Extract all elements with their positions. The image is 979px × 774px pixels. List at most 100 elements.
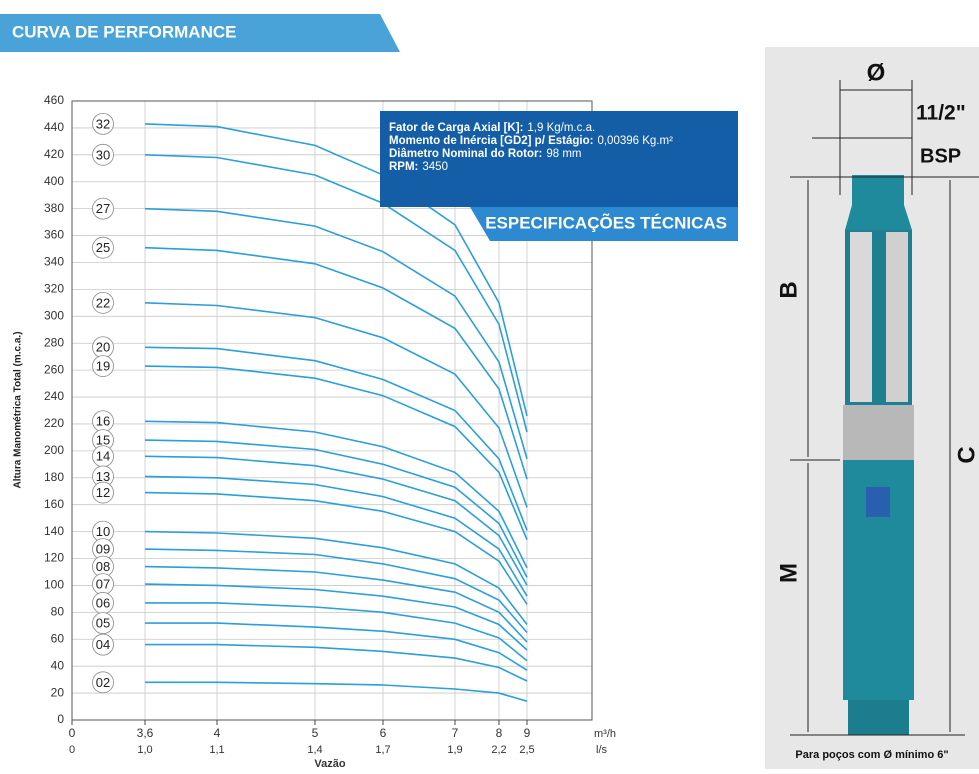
stage-curve xyxy=(145,456,527,585)
y-tick-label: 380 xyxy=(44,201,64,215)
spec-label: Diâmetro Nominal do Rotor: xyxy=(389,148,542,160)
y-tick-label: 0 xyxy=(57,712,64,726)
stage-curve xyxy=(145,645,527,681)
x-tick-label: 8 xyxy=(496,726,503,740)
y-tick-label: 100 xyxy=(44,578,64,592)
stage-curve xyxy=(145,584,527,650)
y-tick-label: 260 xyxy=(44,362,64,376)
dim-thread-type: BSP xyxy=(920,145,961,167)
x-axis-label: Vazão xyxy=(314,758,345,769)
stage-label: 06 xyxy=(96,595,110,610)
pump-base xyxy=(848,700,909,735)
stage-label: 08 xyxy=(96,559,110,574)
stage-label: 27 xyxy=(96,201,110,216)
pump-logo xyxy=(866,487,890,517)
y-tick-label: 460 xyxy=(44,93,64,107)
page: {"header": {"title": "CURVA DE PERFORMAN… xyxy=(0,0,979,769)
x-tick-label: 3,6 xyxy=(137,726,154,740)
stage-label: 25 xyxy=(96,240,110,255)
stage-curve xyxy=(145,347,527,530)
stage-label: 13 xyxy=(96,469,110,484)
diagram-note: Para poços com Ø mínimo 6" xyxy=(795,749,948,761)
spec-value: 98 mm xyxy=(546,148,581,160)
x-tick-label: 4 xyxy=(214,726,221,740)
stage-curve xyxy=(145,248,527,479)
stage-label: 19 xyxy=(96,359,110,374)
spec-value: 3450 xyxy=(422,161,448,173)
stage-curve xyxy=(145,421,527,568)
stage-label: 16 xyxy=(96,414,110,429)
spec-label: RPM: xyxy=(389,161,418,173)
y-tick-label: 20 xyxy=(51,685,65,699)
x2-tick-label: 1,4 xyxy=(307,744,322,756)
stage-label: 15 xyxy=(96,433,110,448)
dim-m: M xyxy=(775,563,802,583)
x-tick-label: 9 xyxy=(524,726,531,740)
x-tick-label: 7 xyxy=(452,726,459,740)
y-tick-label: 280 xyxy=(44,335,64,349)
x-unit: m³/h xyxy=(594,728,616,740)
pump-screen xyxy=(843,405,914,460)
page-canvas: CURVA DE PERFORMANCE 0204060801001201401… xyxy=(0,0,979,769)
stage-curve xyxy=(145,623,527,670)
stage-label: 12 xyxy=(96,485,110,500)
y-tick-label: 160 xyxy=(44,497,64,511)
pump xyxy=(843,175,914,735)
x2-tick-label: 1,9 xyxy=(447,744,462,756)
pump-neck xyxy=(845,205,912,230)
y-tick-label: 420 xyxy=(44,147,64,161)
stage-label: 30 xyxy=(96,147,110,162)
y-tick-label: 120 xyxy=(44,551,64,565)
x2-tick-label: 2,2 xyxy=(491,744,506,756)
specs-title: ESPECIFICAÇÕES TÉCNICAS xyxy=(485,212,727,232)
dim-diameter: Ø xyxy=(867,59,886,86)
x2-tick-label: 1,0 xyxy=(137,744,152,756)
stage-curve xyxy=(145,603,527,661)
x2-unit: l/s xyxy=(596,744,608,756)
stage-curve xyxy=(145,532,527,625)
x2-tick-label: 0 xyxy=(69,744,75,756)
pump-shield xyxy=(850,232,872,402)
stage-curve xyxy=(145,567,527,642)
stage-label: 20 xyxy=(96,340,110,355)
y-tick-label: 440 xyxy=(44,120,64,134)
y-tick-label: 240 xyxy=(44,389,64,403)
stage-label: 09 xyxy=(96,542,110,557)
spec-label: Fator de Carga Axial [K]: xyxy=(389,122,523,134)
spec-value: 1,9 Kg/m.c.a. xyxy=(527,122,595,134)
y-tick-label: 40 xyxy=(51,658,65,672)
x2-tick-label: 2,5 xyxy=(519,744,534,756)
stage-label: 14 xyxy=(96,449,110,464)
stage-curve xyxy=(145,209,527,459)
pump-shield xyxy=(886,232,908,402)
header-title: CURVA DE PERFORMANCE xyxy=(12,22,236,41)
dim-thread: 11/2" xyxy=(916,102,966,125)
y-tick-label: 320 xyxy=(44,282,64,296)
spec-value: 0,00396 Kg.m² xyxy=(597,135,673,147)
stage-label: 07 xyxy=(96,577,110,592)
stage-label: 04 xyxy=(96,637,110,652)
y-tick-label: 360 xyxy=(44,228,64,242)
stage-label: 05 xyxy=(96,616,110,631)
spec-line: Fator de Carga Axial [K]: 1,9 Kg/m.c.a. xyxy=(389,122,595,134)
x-tick-label: 0 xyxy=(69,726,76,740)
spec-label: Momento de Inércia [GD2] p/ Estágio: xyxy=(389,135,593,147)
y-tick-label: 300 xyxy=(44,308,64,322)
dim-c: C xyxy=(953,446,979,463)
x-tick-label: 6 xyxy=(380,726,387,740)
x2-tick-label: 1,7 xyxy=(375,744,390,756)
y-tick-label: 340 xyxy=(44,255,64,269)
stage-curve xyxy=(145,493,527,605)
y-tick-label: 80 xyxy=(51,605,65,619)
y-tick-label: 200 xyxy=(44,443,64,457)
y-tick-label: 400 xyxy=(44,174,64,188)
spec-line: Diâmetro Nominal do Rotor: 98 mm xyxy=(389,148,582,160)
stage-label: 02 xyxy=(96,675,110,690)
y-tick-label: 60 xyxy=(51,631,65,645)
stage-label: 22 xyxy=(96,295,110,310)
stage-curve xyxy=(145,303,527,508)
stage-curve xyxy=(145,682,527,701)
y-axis-label: Altura Manométrica Total (m.c.a.) xyxy=(13,331,24,488)
pump-head xyxy=(852,175,904,205)
x2-tick-label: 1,1 xyxy=(209,744,224,756)
